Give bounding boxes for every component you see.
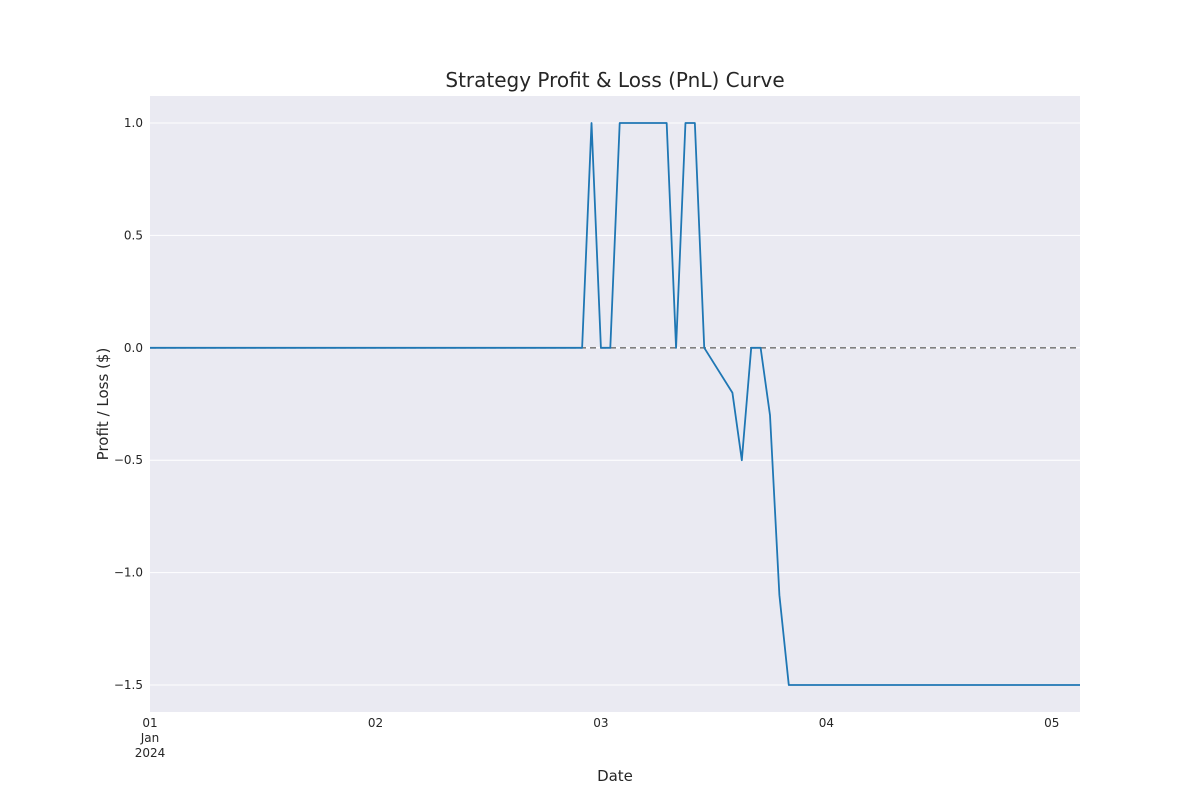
pnl-series-line	[150, 122, 1080, 686]
y-tick-label: −1.5	[114, 678, 143, 692]
x-tick-label: 01	[142, 716, 157, 730]
y-tick-label: 1.0	[124, 116, 143, 130]
x-axis-label: Date	[597, 767, 633, 785]
x-tick-label: 03	[593, 716, 608, 730]
x-tick-sublabel-month: Jan	[140, 731, 160, 745]
x-tick-label: 04	[819, 716, 834, 730]
y-tick-label: −1.0	[114, 566, 143, 580]
y-axis-label: Profit / Loss ($)	[94, 348, 112, 461]
x-tick-label: 02	[368, 716, 383, 730]
y-tick-labels: 1.0 0.5 0.0 −0.5 −1.0 −1.5	[114, 116, 143, 692]
x-tick-label: 05	[1044, 716, 1059, 730]
y-tick-label: 0.5	[124, 228, 143, 242]
x-tick-sublabel-year: 2024	[135, 746, 166, 760]
y-tick-label: −0.5	[114, 453, 143, 467]
series-layer	[150, 122, 1080, 686]
plot-area	[150, 96, 1080, 712]
chart-title: Strategy Profit & Loss (PnL) Curve	[445, 68, 784, 92]
y-tick-label: 0.0	[124, 341, 143, 355]
